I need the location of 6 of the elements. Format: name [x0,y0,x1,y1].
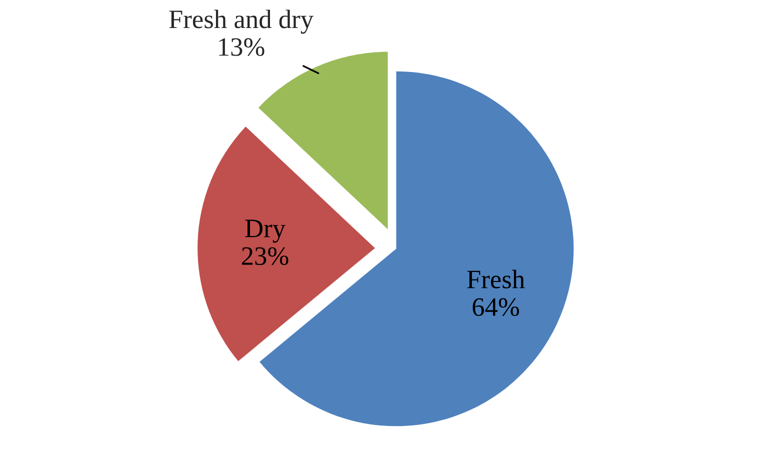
data-label: 64% [472,298,520,316]
data-label: 13% [219,38,264,56]
data-label: 23% [242,247,288,266]
slice-label: Fresh [467,270,525,288]
slice-label: Dry [245,220,286,243]
slice-label: Fresh and dry [169,10,314,34]
